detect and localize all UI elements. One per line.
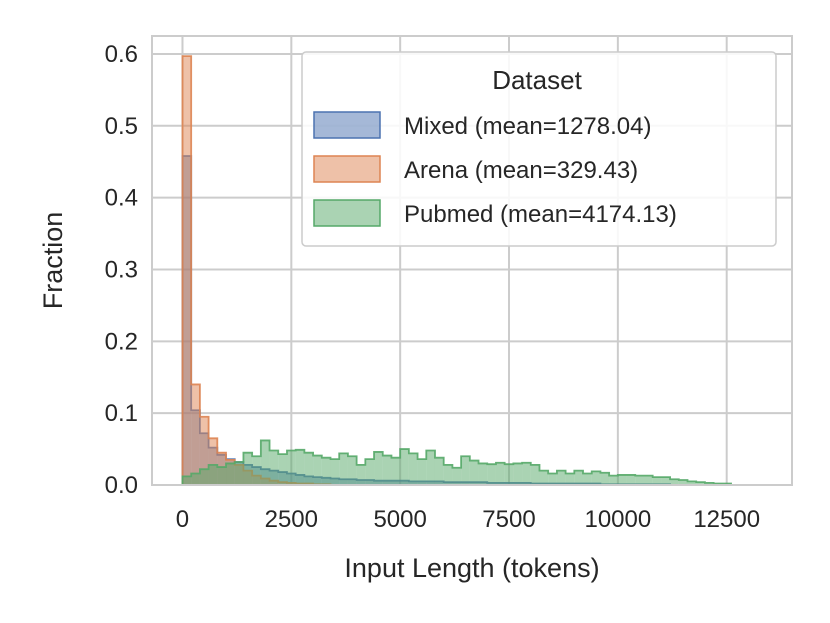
histogram-bar: [495, 462, 505, 485]
histogram-bar: [365, 459, 375, 485]
histogram-bar: [565, 473, 575, 485]
histogram-bar: [609, 475, 618, 485]
histogram-bar: [304, 452, 314, 485]
legend-swatch: [313, 155, 381, 183]
legend-label: Arena (mean=329.43): [404, 157, 638, 184]
x-tick-labels: 0 2500 5000 7500 10000 12500: [176, 506, 760, 533]
histogram-bar: [313, 455, 322, 485]
histogram-bar: [278, 454, 287, 485]
histogram-bar: [434, 457, 444, 485]
histogram-bar: [530, 464, 540, 485]
histogram-bar: [374, 451, 383, 485]
histogram-bar: [661, 477, 671, 485]
x-tick-label: 2500: [265, 506, 318, 533]
histogram-bar: [182, 476, 192, 485]
histogram-bar: [356, 464, 366, 485]
histogram-bar: [443, 464, 453, 485]
histogram-bar: [208, 464, 218, 485]
histogram-bar: [583, 473, 592, 485]
plot-frame: [151, 35, 793, 486]
y-axis-label: Fraction: [38, 212, 68, 310]
y-tick-labels: 0.0 0.1 0.2 0.3 0.4 0.5 0.6: [105, 41, 138, 499]
y-tick-label: 0.1: [105, 400, 138, 427]
histogram-series: [181, 55, 732, 486]
histogram-bar: [617, 474, 627, 485]
histogram-bar: [600, 472, 610, 485]
histogram-bar: [182, 56, 192, 485]
histogram-bar: [556, 470, 566, 485]
histogram-bar: [191, 473, 200, 485]
x-tick-label: 5000: [373, 506, 426, 533]
histogram-bar: [199, 469, 209, 485]
histogram-bar: [469, 460, 479, 485]
histogram-bar: [252, 456, 261, 485]
series-2: [181, 439, 732, 485]
histogram-bar: [591, 471, 601, 485]
histogram-bar: [234, 462, 244, 485]
x-tick-label: 0: [176, 506, 189, 533]
histogram-bar: [487, 464, 496, 485]
histogram-bar: [330, 459, 340, 485]
histogram-bar: [670, 479, 679, 485]
legend-swatch: [313, 111, 381, 139]
histogram-bar: [295, 449, 305, 485]
legend-label: Pubmed (mean=4174.13): [404, 201, 677, 228]
histogram-bar: [522, 462, 531, 485]
histogram-bar: [548, 473, 557, 485]
histogram-bar: [574, 470, 584, 485]
histogram-bar: [626, 474, 636, 485]
histogram-bar: [286, 450, 296, 485]
histogram-bar: [696, 482, 705, 485]
y-tick-label: 0.5: [105, 113, 138, 140]
histogram-bar: [678, 479, 688, 485]
y-tick-label: 0.6: [105, 41, 138, 68]
histogram-bar: [321, 457, 331, 485]
histogram-bar: [504, 464, 514, 485]
histogram-bar: [643, 475, 653, 485]
legend-title: Dataset: [492, 65, 582, 95]
legend-label: Mixed (mean=1278.04): [404, 113, 651, 140]
x-tick-label: 12500: [693, 506, 760, 533]
histogram-bar: [461, 456, 470, 485]
y-tick-label: 0.4: [105, 185, 138, 212]
histogram-bar: [426, 450, 435, 485]
histogram-bar: [391, 457, 401, 485]
x-tick-label: 10000: [584, 506, 651, 533]
histogram-bar: [347, 456, 357, 485]
y-tick-label: 0.2: [105, 328, 138, 355]
histogram-bar: [226, 463, 235, 485]
histogram-bar: [400, 449, 409, 485]
histogram-bar: [478, 463, 488, 485]
x-axis-label: Input Length (tokens): [344, 553, 599, 583]
histogram-bar: [243, 452, 253, 485]
histogram-bar: [452, 467, 462, 485]
histogram-bar: [652, 477, 662, 485]
histogram-bar: [704, 482, 714, 485]
histogram-bar: [191, 384, 200, 485]
histogram-bar: [260, 440, 270, 485]
histogram-bar: [269, 450, 279, 485]
histogram-bar: [635, 475, 644, 485]
legend-box: [301, 51, 777, 247]
legend: Dataset Mixed (mean=1278.04) Arena (mean=…: [301, 51, 777, 247]
legend-swatch: [313, 199, 381, 227]
histogram-bar: [513, 463, 523, 485]
histogram-bar: [217, 467, 227, 485]
histogram-bar: [199, 416, 209, 485]
histogram-bar: [417, 459, 427, 485]
histogram-outline: [181, 439, 732, 485]
y-tick-label: 0.0: [105, 472, 138, 499]
x-tick-label: 7500: [482, 506, 535, 533]
histogram-bar: [382, 455, 392, 485]
histogram-bar: [687, 481, 697, 485]
histogram-bar: [408, 453, 418, 485]
histogram-bar: [208, 438, 218, 485]
histogram-bar: [539, 470, 549, 485]
histogram-bar: [339, 453, 348, 485]
legend-items: Mixed (mean=1278.04) Arena (mean=329.43) P…: [313, 111, 677, 228]
y-tick-label: 0.3: [105, 256, 138, 283]
